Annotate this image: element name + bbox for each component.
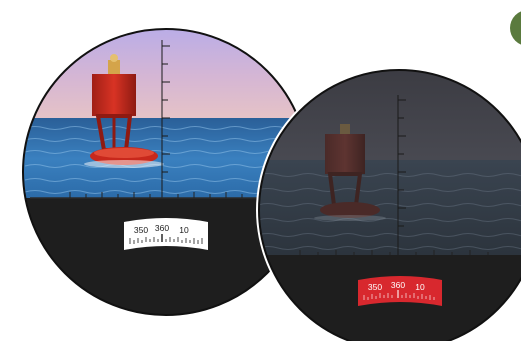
day-compass-plate — [124, 218, 208, 250]
day-sky — [23, 29, 309, 120]
night-view: 350 360 10 — [256, 67, 521, 341]
night-reticle-icon — [397, 95, 406, 255]
night-compass-label-10: 10 — [415, 282, 425, 292]
buoy-image — [84, 54, 164, 168]
day-compass-label-350: 350 — [134, 225, 148, 235]
night-horizontal-ticks — [299, 250, 489, 255]
green-badge — [510, 11, 521, 45]
day-waves — [24, 126, 286, 194]
night-compass-label-350: 350 — [368, 282, 382, 292]
night-compass-scale-icon: 350 360 10 — [358, 276, 442, 306]
day-compass-label-10: 10 — [179, 225, 189, 235]
night-compass-plate — [358, 276, 442, 306]
day-compass-label-360: 360 — [155, 223, 169, 233]
night-buoy-image — [314, 124, 386, 221]
night-sea — [259, 160, 521, 255]
night-lens-rim — [258, 69, 521, 341]
reticle-icon — [30, 40, 300, 199]
night-compass-label-360: 360 — [391, 280, 405, 290]
compass-scale-icon: 350 360 10 — [124, 218, 208, 250]
